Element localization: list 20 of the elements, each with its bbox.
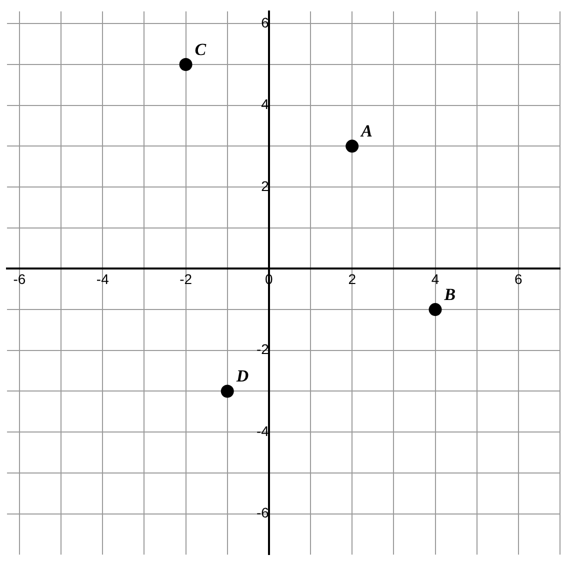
annotation: C — [194, 40, 207, 59]
point — [428, 303, 442, 316]
x-tick-label: -2 — [180, 270, 192, 287]
y-tick-label: 4 — [261, 96, 270, 112]
y-tick-label: 6 — [261, 14, 270, 31]
annotation: B — [443, 284, 456, 304]
y-tick-label: -4 — [256, 422, 270, 439]
annotation: D — [235, 366, 249, 386]
point — [220, 384, 234, 398]
x-tick-label: 6 — [514, 270, 523, 287]
x-tick-label: 2 — [348, 270, 356, 287]
annotation: A — [360, 122, 372, 141]
x-tick-label: 4 — [431, 270, 440, 287]
point — [179, 58, 192, 71]
y-tick-label: 2 — [261, 178, 270, 194]
x-tick-label: -4 — [96, 270, 110, 287]
point — [346, 140, 359, 153]
x-tick-label: -6 — [13, 270, 26, 287]
y-tick-label: -2 — [256, 341, 270, 358]
y-tick-label: -6 — [256, 504, 270, 521]
